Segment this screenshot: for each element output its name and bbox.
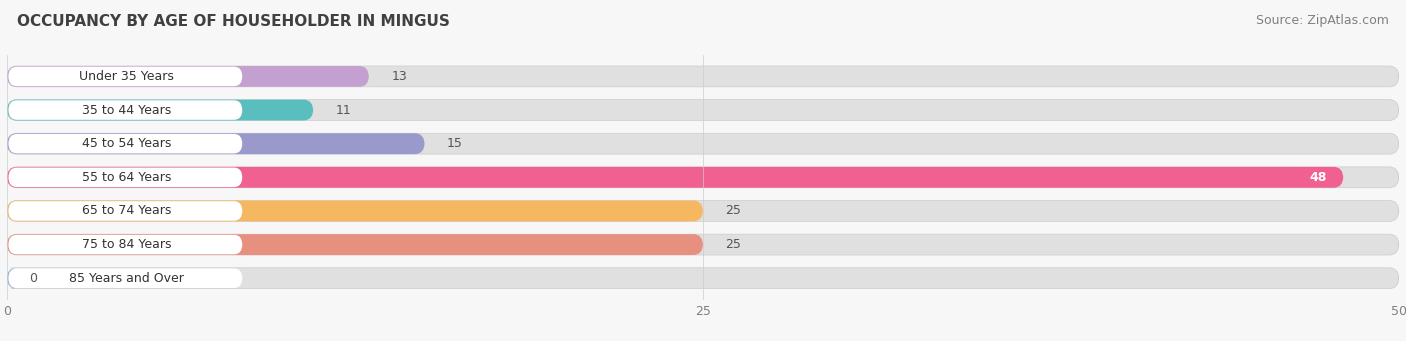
Text: 0: 0	[30, 272, 38, 285]
FancyBboxPatch shape	[7, 268, 18, 288]
FancyBboxPatch shape	[8, 67, 242, 86]
FancyBboxPatch shape	[7, 201, 1399, 221]
FancyBboxPatch shape	[7, 268, 1399, 288]
FancyBboxPatch shape	[7, 66, 368, 87]
FancyBboxPatch shape	[7, 100, 1399, 120]
Text: 55 to 64 Years: 55 to 64 Years	[82, 171, 172, 184]
FancyBboxPatch shape	[7, 100, 314, 120]
FancyBboxPatch shape	[8, 235, 242, 254]
Text: 65 to 74 Years: 65 to 74 Years	[82, 205, 172, 218]
FancyBboxPatch shape	[8, 100, 242, 120]
Text: 45 to 54 Years: 45 to 54 Years	[82, 137, 172, 150]
Text: 25: 25	[725, 238, 741, 251]
Text: Under 35 Years: Under 35 Years	[79, 70, 174, 83]
FancyBboxPatch shape	[7, 201, 703, 221]
FancyBboxPatch shape	[8, 201, 242, 221]
Text: 11: 11	[336, 104, 352, 117]
FancyBboxPatch shape	[7, 234, 1399, 255]
Text: 25: 25	[725, 205, 741, 218]
Text: 75 to 84 Years: 75 to 84 Years	[82, 238, 172, 251]
FancyBboxPatch shape	[7, 167, 1343, 188]
FancyBboxPatch shape	[7, 133, 425, 154]
Text: 35 to 44 Years: 35 to 44 Years	[82, 104, 172, 117]
FancyBboxPatch shape	[7, 133, 1399, 154]
FancyBboxPatch shape	[8, 167, 242, 187]
FancyBboxPatch shape	[8, 134, 242, 153]
FancyBboxPatch shape	[7, 234, 703, 255]
Text: 48: 48	[1309, 171, 1327, 184]
Text: 13: 13	[391, 70, 406, 83]
Text: OCCUPANCY BY AGE OF HOUSEHOLDER IN MINGUS: OCCUPANCY BY AGE OF HOUSEHOLDER IN MINGU…	[17, 14, 450, 29]
FancyBboxPatch shape	[8, 268, 242, 288]
FancyBboxPatch shape	[7, 167, 1399, 188]
FancyBboxPatch shape	[7, 66, 1399, 87]
Text: Source: ZipAtlas.com: Source: ZipAtlas.com	[1256, 14, 1389, 27]
Text: 15: 15	[447, 137, 463, 150]
Text: 85 Years and Over: 85 Years and Over	[69, 272, 184, 285]
